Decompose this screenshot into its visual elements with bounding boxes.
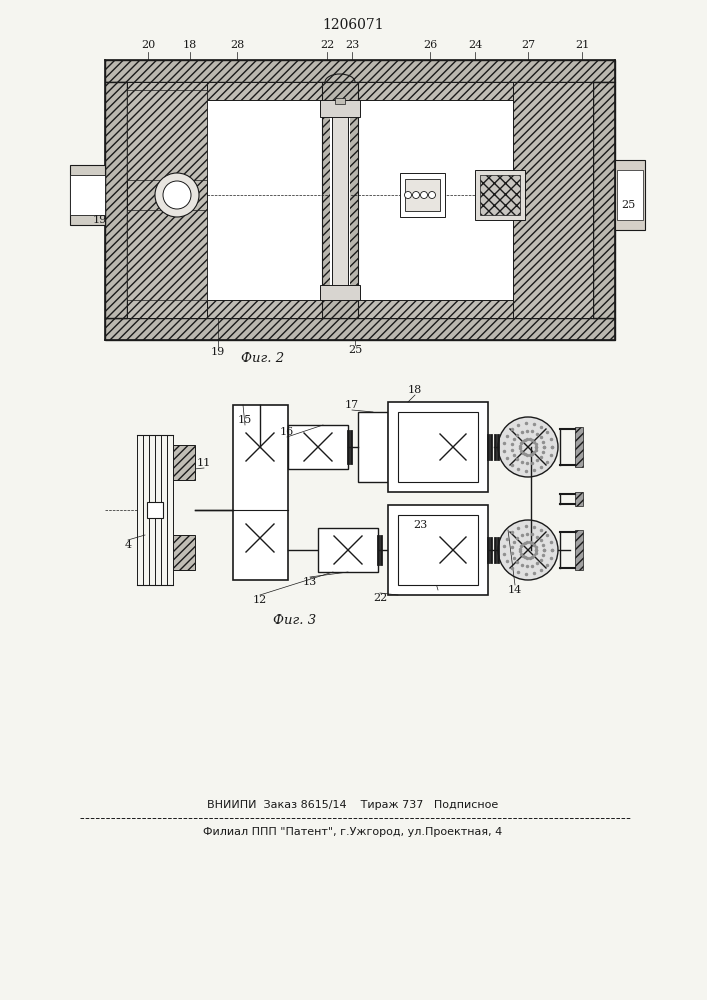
Bar bbox=[70, 165, 105, 225]
Bar bbox=[105, 82, 127, 318]
Circle shape bbox=[163, 181, 191, 209]
Bar bbox=[173, 445, 195, 480]
Bar bbox=[70, 175, 105, 215]
Text: 15: 15 bbox=[238, 415, 252, 425]
Text: 11: 11 bbox=[197, 458, 211, 468]
Bar bbox=[127, 82, 207, 318]
Text: 26: 26 bbox=[423, 40, 437, 50]
Bar bbox=[398, 412, 478, 482]
Bar bbox=[318, 528, 378, 572]
Bar bbox=[405, 179, 440, 211]
Text: 18: 18 bbox=[183, 40, 197, 50]
Bar bbox=[105, 60, 615, 82]
Text: 1206071: 1206071 bbox=[322, 18, 384, 32]
Text: 23: 23 bbox=[413, 520, 427, 530]
Text: 23: 23 bbox=[345, 40, 359, 50]
Bar bbox=[335, 98, 345, 104]
Circle shape bbox=[428, 192, 436, 198]
Text: Фиг. 3: Фиг. 3 bbox=[274, 613, 317, 626]
Bar bbox=[388, 402, 488, 492]
Bar bbox=[288, 425, 348, 469]
Bar bbox=[513, 82, 593, 318]
Text: 16: 16 bbox=[280, 427, 294, 437]
Circle shape bbox=[421, 192, 428, 198]
Text: 22: 22 bbox=[320, 40, 334, 50]
Text: 19: 19 bbox=[211, 347, 225, 357]
Bar bbox=[332, 100, 348, 300]
Text: Фиг. 2: Фиг. 2 bbox=[241, 352, 284, 364]
Text: Филиал ППП "Патент", г.Ужгород, ул.Проектная, 4: Филиал ППП "Патент", г.Ужгород, ул.Проек… bbox=[204, 827, 503, 837]
Bar bbox=[398, 515, 478, 585]
Bar bbox=[105, 318, 615, 340]
Text: 14: 14 bbox=[508, 585, 522, 595]
Bar bbox=[575, 530, 583, 570]
Text: 27: 27 bbox=[521, 40, 535, 50]
Bar bbox=[127, 90, 207, 180]
Bar bbox=[480, 175, 520, 215]
Bar bbox=[475, 170, 525, 220]
Bar bbox=[575, 427, 583, 467]
Bar bbox=[127, 210, 207, 300]
Bar bbox=[320, 285, 360, 300]
Bar bbox=[358, 412, 388, 482]
Circle shape bbox=[498, 520, 558, 580]
Bar bbox=[207, 300, 513, 318]
Text: ВНИИПИ  Заказ 8615/14    Тираж 737   Подписное: ВНИИПИ Заказ 8615/14 Тираж 737 Подписное bbox=[207, 800, 498, 810]
Circle shape bbox=[498, 417, 558, 477]
Bar bbox=[615, 160, 645, 230]
Text: 28: 28 bbox=[230, 40, 244, 50]
Text: 12: 12 bbox=[253, 595, 267, 605]
Bar bbox=[575, 492, 583, 506]
Bar bbox=[173, 535, 195, 570]
Bar bbox=[322, 82, 358, 318]
Bar bbox=[207, 82, 513, 100]
Text: 4: 4 bbox=[124, 540, 132, 550]
Circle shape bbox=[155, 173, 199, 217]
Bar bbox=[233, 405, 288, 580]
Text: 25: 25 bbox=[348, 345, 362, 355]
Text: 18: 18 bbox=[408, 385, 422, 395]
Bar bbox=[320, 100, 360, 117]
Text: 17: 17 bbox=[345, 400, 359, 410]
Bar bbox=[400, 173, 445, 217]
Text: 13: 13 bbox=[303, 577, 317, 587]
Bar bbox=[617, 170, 643, 220]
Text: 19: 19 bbox=[93, 215, 107, 225]
Circle shape bbox=[412, 192, 419, 198]
Circle shape bbox=[404, 192, 411, 198]
Bar bbox=[127, 82, 593, 318]
Bar bbox=[593, 82, 615, 318]
Text: 25: 25 bbox=[621, 200, 635, 210]
Bar bbox=[147, 502, 163, 518]
Text: 21: 21 bbox=[575, 40, 589, 50]
Bar bbox=[330, 102, 350, 298]
Text: 22: 22 bbox=[373, 593, 387, 603]
Bar bbox=[388, 505, 488, 595]
Text: 24: 24 bbox=[468, 40, 482, 50]
Text: 20: 20 bbox=[141, 40, 155, 50]
